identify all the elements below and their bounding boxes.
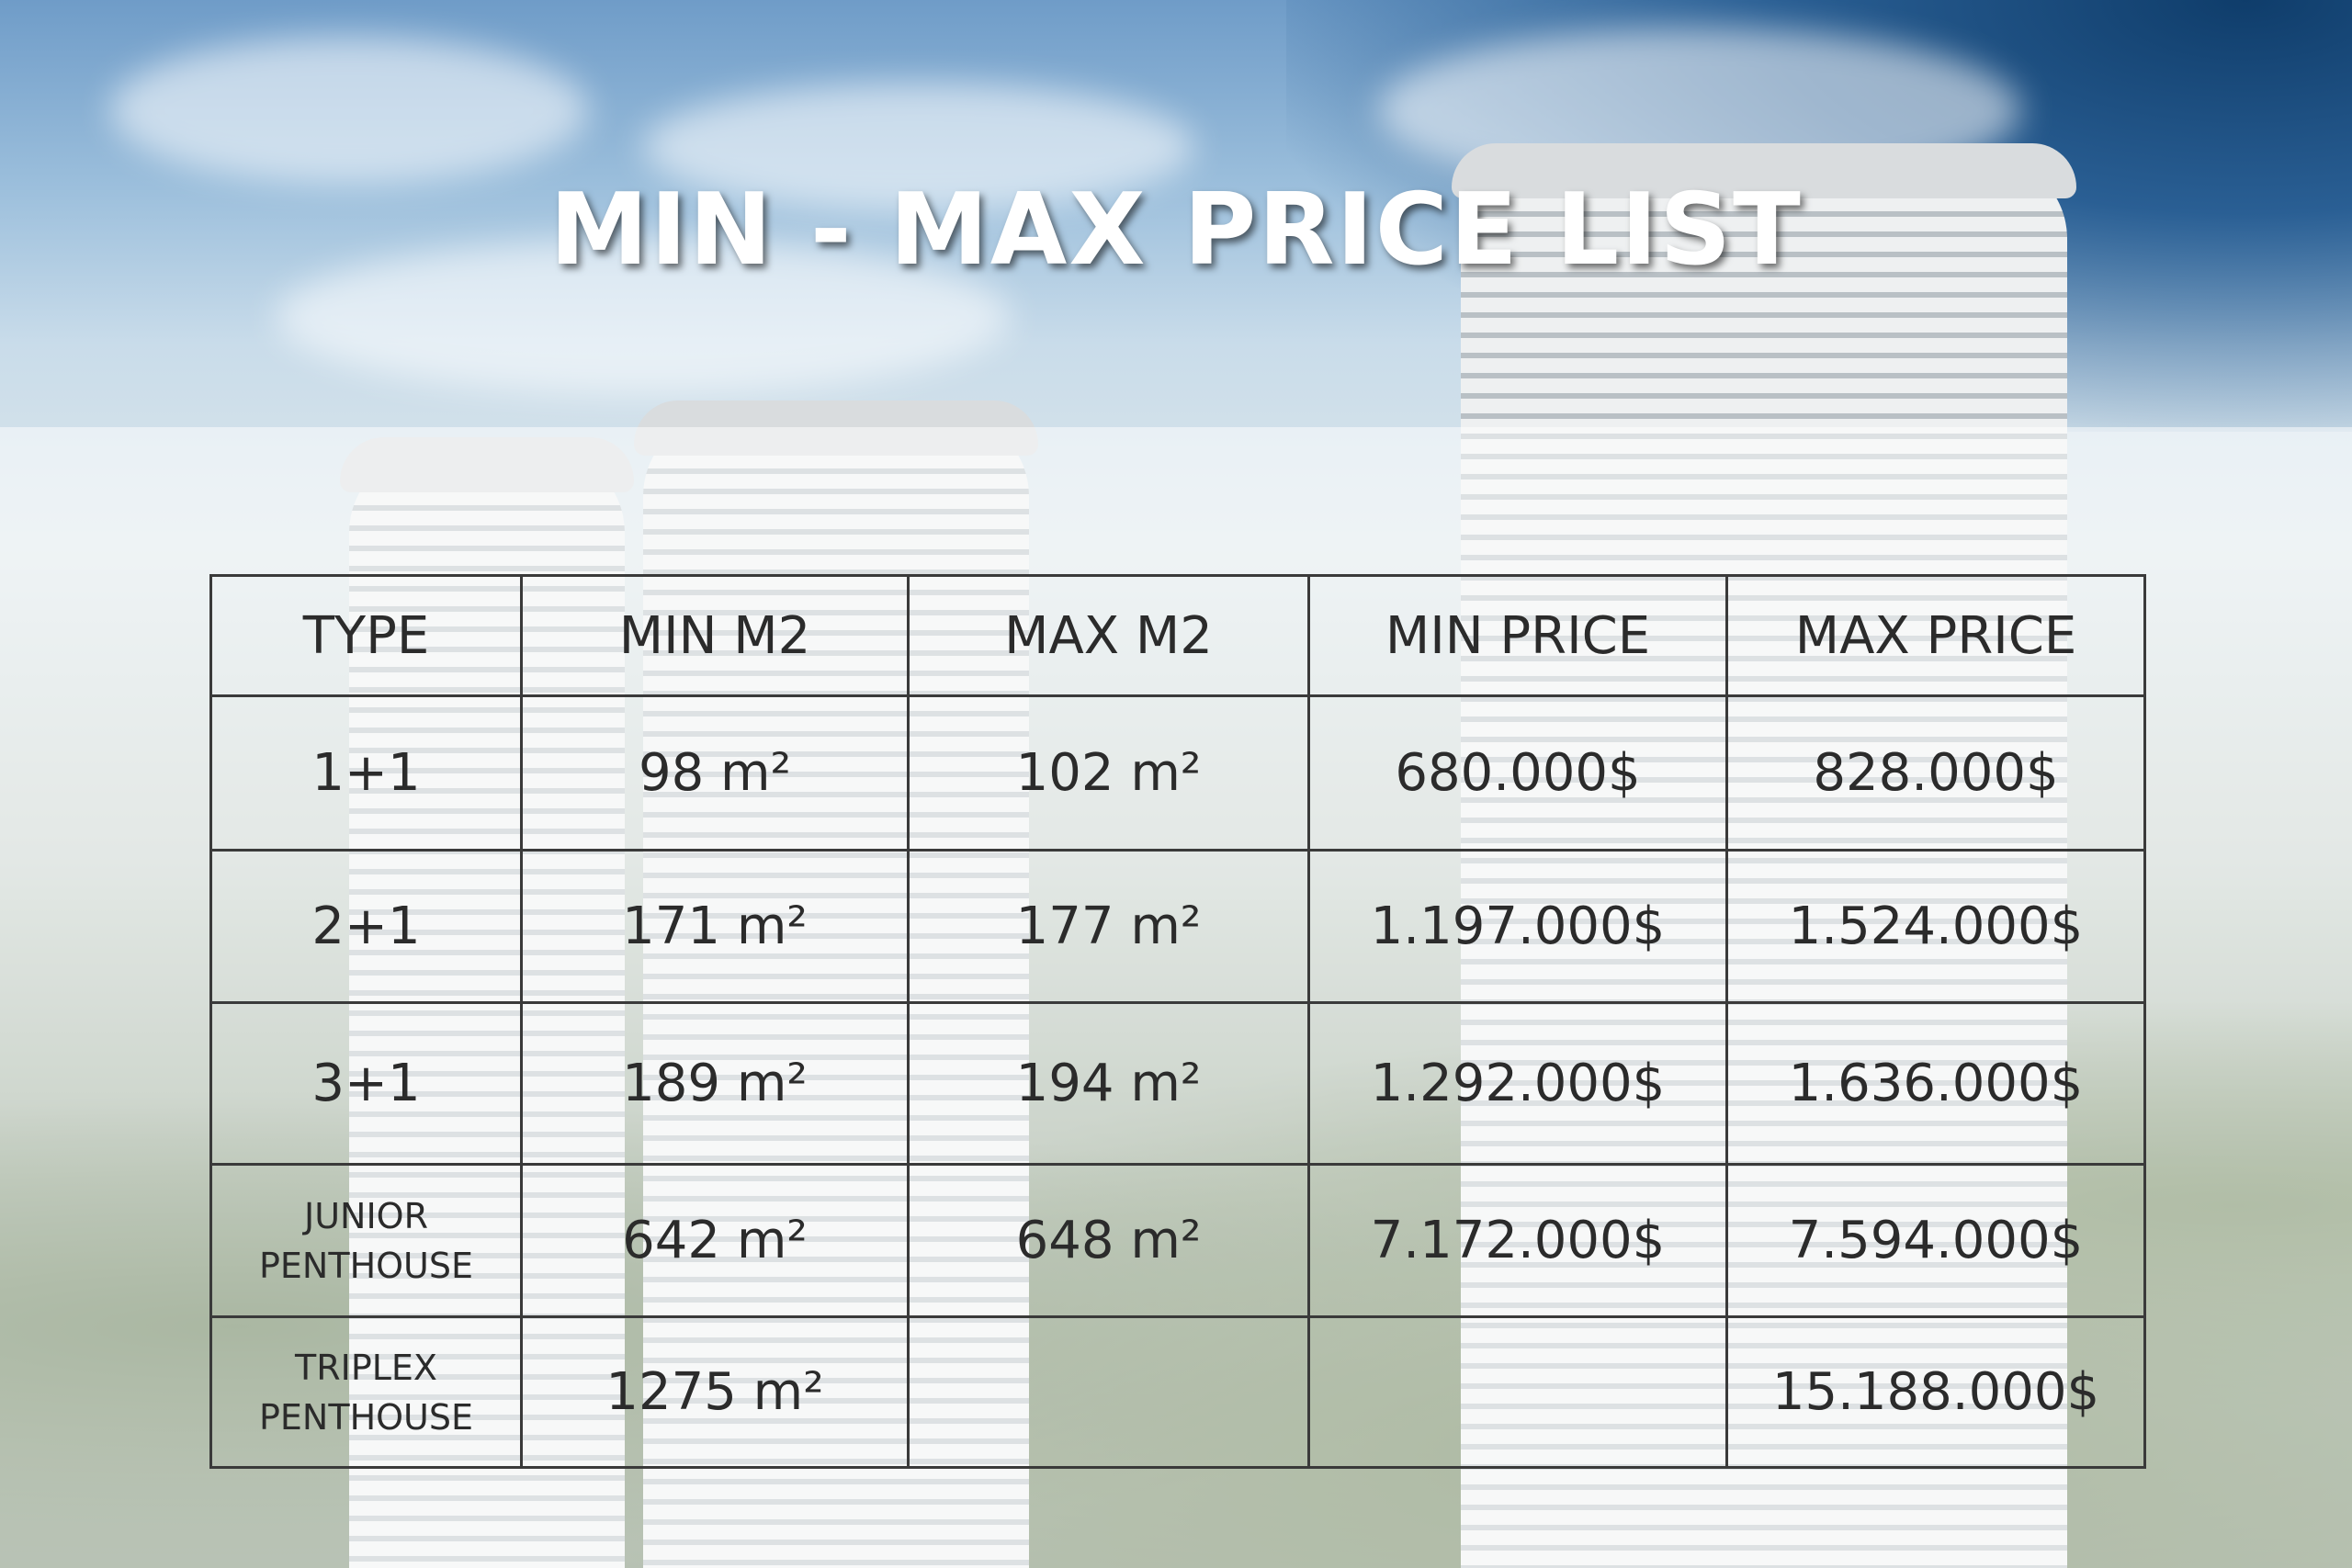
cell-max-m2: 102 m²	[907, 694, 1310, 852]
cell-min-m2: 189 m²	[520, 1001, 910, 1166]
table-row: 2+1 171 m² 177 m² 1.197.000$ 1.524.000$	[209, 849, 2146, 1004]
table-row: JUNIOR PENTHOUSE 642 m² 648 m² 7.172.000…	[209, 1163, 2146, 1318]
cell-min-m2: 642 m²	[520, 1163, 910, 1318]
cell-type: 3+1	[209, 1001, 523, 1166]
cell-type: 2+1	[209, 849, 523, 1004]
cell-max-price: 828.000$	[1725, 694, 2146, 852]
table-row: TRIPLEX PENTHOUSE 1275 m² 15.188.000$	[209, 1315, 2146, 1469]
header-max-m2: MAX M2	[907, 574, 1310, 697]
type-line-1: TRIPLEX	[295, 1347, 437, 1388]
cell-min-m2: 98 m²	[520, 694, 910, 852]
cell-min-m2: 1275 m²	[520, 1315, 910, 1469]
cell-min-m2: 171 m²	[520, 849, 910, 1004]
cloud	[110, 37, 588, 184]
cell-max-m2: 177 m²	[907, 849, 1310, 1004]
price-table: TYPE MIN M2 MAX M2 MIN PRICE MAX PRICE 1…	[209, 574, 2146, 1469]
cloud	[643, 83, 1194, 211]
cell-type: JUNIOR PENTHOUSE	[209, 1163, 523, 1318]
header-min-price: MIN PRICE	[1307, 574, 1728, 697]
cell-max-price: 15.188.000$	[1725, 1315, 2146, 1469]
type-line-1: JUNIOR	[304, 1195, 428, 1236]
cell-type: 1+1	[209, 694, 523, 852]
table-row: 3+1 189 m² 194 m² 1.292.000$ 1.636.000$	[209, 1001, 2146, 1166]
cell-max-price: 1.524.000$	[1725, 849, 2146, 1004]
cell-min-price: 680.000$	[1307, 694, 1728, 852]
cell-min-price: 1.292.000$	[1307, 1001, 1728, 1166]
cell-type: TRIPLEX PENTHOUSE	[209, 1315, 523, 1469]
cell-min-price: 1.197.000$	[1307, 849, 1728, 1004]
type-line-2: PENTHOUSE	[259, 1396, 473, 1438]
cell-max-price: 1.636.000$	[1725, 1001, 2146, 1166]
page-title: MIN - MAX PRICE LIST	[549, 173, 1803, 288]
cell-max-m2: 648 m²	[907, 1163, 1310, 1318]
cell-min-price	[1307, 1315, 1728, 1469]
cell-min-price: 7.172.000$	[1307, 1163, 1728, 1318]
cloud	[276, 239, 1011, 395]
header-type: TYPE	[209, 574, 523, 697]
cell-max-m2: 194 m²	[907, 1001, 1310, 1166]
cell-max-m2	[907, 1315, 1310, 1469]
table-row: 1+1 98 m² 102 m² 680.000$ 828.000$	[209, 694, 2146, 852]
header-min-m2: MIN M2	[520, 574, 910, 697]
cell-max-price: 7.594.000$	[1725, 1163, 2146, 1318]
header-max-price: MAX PRICE	[1725, 574, 2146, 697]
type-line-2: PENTHOUSE	[259, 1245, 473, 1286]
table-header-row: TYPE MIN M2 MAX M2 MIN PRICE MAX PRICE	[209, 574, 2146, 697]
